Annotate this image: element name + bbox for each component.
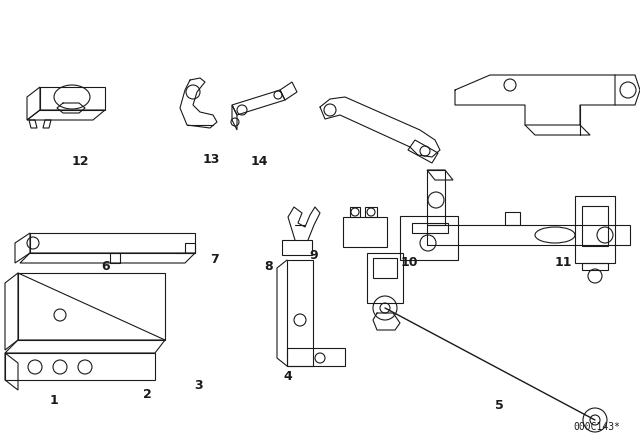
Text: 5: 5 — [495, 399, 504, 412]
Text: 1: 1 — [50, 394, 59, 408]
Text: 13: 13 — [202, 152, 220, 166]
Text: 2: 2 — [143, 388, 152, 401]
Text: 11: 11 — [554, 255, 572, 269]
Text: 10: 10 — [401, 255, 419, 269]
Text: 3: 3 — [194, 379, 203, 392]
Text: 9: 9 — [309, 249, 318, 262]
Text: 12: 12 — [71, 155, 89, 168]
Text: 14: 14 — [250, 155, 268, 168]
Text: 4: 4 — [284, 370, 292, 383]
Text: 6: 6 — [101, 260, 110, 273]
Text: 000C143*: 000C143* — [573, 422, 620, 432]
Text: 7: 7 — [210, 253, 219, 267]
Text: 8: 8 — [264, 260, 273, 273]
